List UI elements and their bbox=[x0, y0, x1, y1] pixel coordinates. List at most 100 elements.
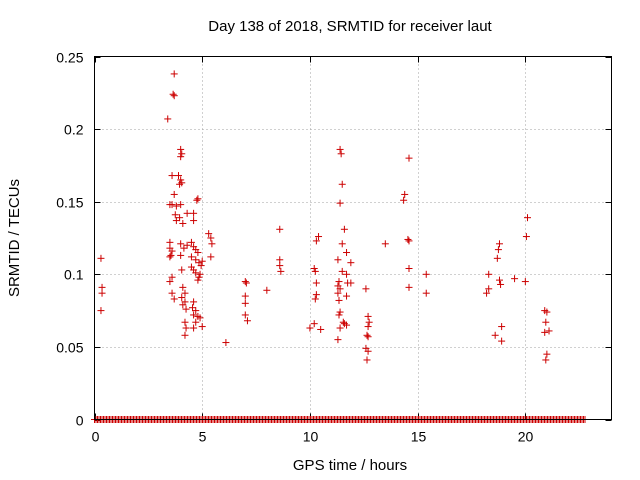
grid bbox=[94, 56, 612, 420]
data-point bbox=[194, 195, 202, 203]
data-point bbox=[334, 336, 342, 344]
data-point bbox=[522, 233, 530, 241]
data-point bbox=[483, 289, 491, 297]
data-point bbox=[187, 253, 195, 261]
data-point bbox=[187, 238, 195, 246]
data-point bbox=[343, 249, 351, 257]
data-point bbox=[347, 259, 355, 267]
data-point bbox=[405, 283, 413, 291]
data-point bbox=[405, 237, 413, 245]
y-tick-label: 0.05 bbox=[56, 340, 83, 356]
data-point bbox=[170, 92, 178, 100]
data-point bbox=[177, 251, 185, 259]
data-point bbox=[172, 217, 180, 225]
data-point bbox=[362, 285, 370, 293]
data-point bbox=[343, 292, 351, 300]
data-point bbox=[542, 318, 550, 326]
data-point bbox=[197, 262, 205, 270]
data-point bbox=[336, 308, 344, 316]
x-tick-label: 15 bbox=[411, 429, 427, 445]
data-point bbox=[521, 278, 529, 286]
data-point bbox=[178, 294, 186, 302]
data-point bbox=[179, 219, 187, 227]
data-point bbox=[334, 289, 342, 297]
x-tick-label: 20 bbox=[518, 429, 534, 445]
data-point bbox=[339, 318, 347, 326]
data-point bbox=[170, 70, 178, 78]
data-point bbox=[338, 180, 346, 188]
data-point bbox=[190, 298, 198, 306]
data-point bbox=[208, 240, 216, 248]
data-point bbox=[365, 318, 373, 326]
data-point bbox=[189, 304, 197, 312]
data-point bbox=[176, 214, 184, 222]
data-point bbox=[343, 270, 351, 278]
data-point bbox=[190, 209, 198, 217]
data-point bbox=[179, 301, 187, 309]
x-axis-label: GPS time / hours bbox=[293, 457, 407, 474]
data-point bbox=[336, 145, 344, 153]
data-point bbox=[97, 307, 105, 315]
data-point bbox=[494, 246, 502, 254]
data-point bbox=[317, 325, 325, 333]
data-point bbox=[498, 337, 506, 345]
data-point bbox=[190, 324, 198, 332]
data-point bbox=[166, 253, 174, 261]
data-point bbox=[98, 289, 106, 297]
data-point bbox=[485, 270, 493, 278]
data-point bbox=[340, 225, 348, 233]
data-point bbox=[347, 279, 355, 287]
data-point bbox=[207, 234, 215, 242]
data-point bbox=[311, 267, 319, 275]
data-point bbox=[175, 172, 183, 180]
data-point bbox=[335, 311, 343, 319]
y-tick-label: 0.25 bbox=[56, 50, 83, 66]
data-point bbox=[241, 278, 249, 286]
data-point bbox=[364, 347, 372, 355]
data-point bbox=[243, 317, 251, 325]
data-point bbox=[311, 295, 319, 303]
data-point bbox=[207, 253, 215, 261]
data-point bbox=[306, 324, 314, 332]
data-point bbox=[194, 276, 202, 284]
data-point bbox=[164, 115, 172, 123]
data-point bbox=[196, 270, 204, 278]
data-point bbox=[190, 217, 198, 225]
data-point bbox=[177, 176, 185, 184]
data-point bbox=[491, 331, 499, 339]
data-point bbox=[543, 350, 551, 358]
data-point bbox=[312, 237, 320, 245]
data-point bbox=[498, 323, 506, 331]
data-point bbox=[168, 172, 176, 180]
data-point bbox=[177, 240, 185, 248]
data-point bbox=[335, 278, 343, 286]
data-point bbox=[336, 199, 344, 207]
plot-frame bbox=[94, 56, 612, 420]
data-point bbox=[334, 256, 342, 264]
data-point bbox=[180, 244, 188, 252]
data-point bbox=[364, 323, 372, 331]
data-point bbox=[523, 214, 531, 222]
data-point bbox=[182, 324, 190, 332]
data-point bbox=[542, 356, 550, 364]
data-point bbox=[181, 289, 189, 297]
data-point bbox=[177, 153, 185, 161]
data-point bbox=[183, 209, 191, 217]
data-point bbox=[190, 311, 198, 319]
data-point bbox=[181, 318, 189, 326]
data-point bbox=[241, 292, 249, 300]
data-point bbox=[171, 211, 179, 219]
data-point bbox=[172, 202, 180, 210]
data-point bbox=[170, 190, 178, 198]
data-point bbox=[205, 230, 213, 238]
data-point bbox=[196, 314, 204, 322]
data-point bbox=[338, 267, 346, 275]
data-point bbox=[422, 270, 430, 278]
data-point bbox=[192, 307, 200, 315]
data-point bbox=[541, 328, 549, 336]
data-point bbox=[400, 196, 408, 204]
data-point bbox=[312, 279, 320, 287]
data-point bbox=[192, 318, 200, 326]
data-point bbox=[241, 311, 249, 319]
